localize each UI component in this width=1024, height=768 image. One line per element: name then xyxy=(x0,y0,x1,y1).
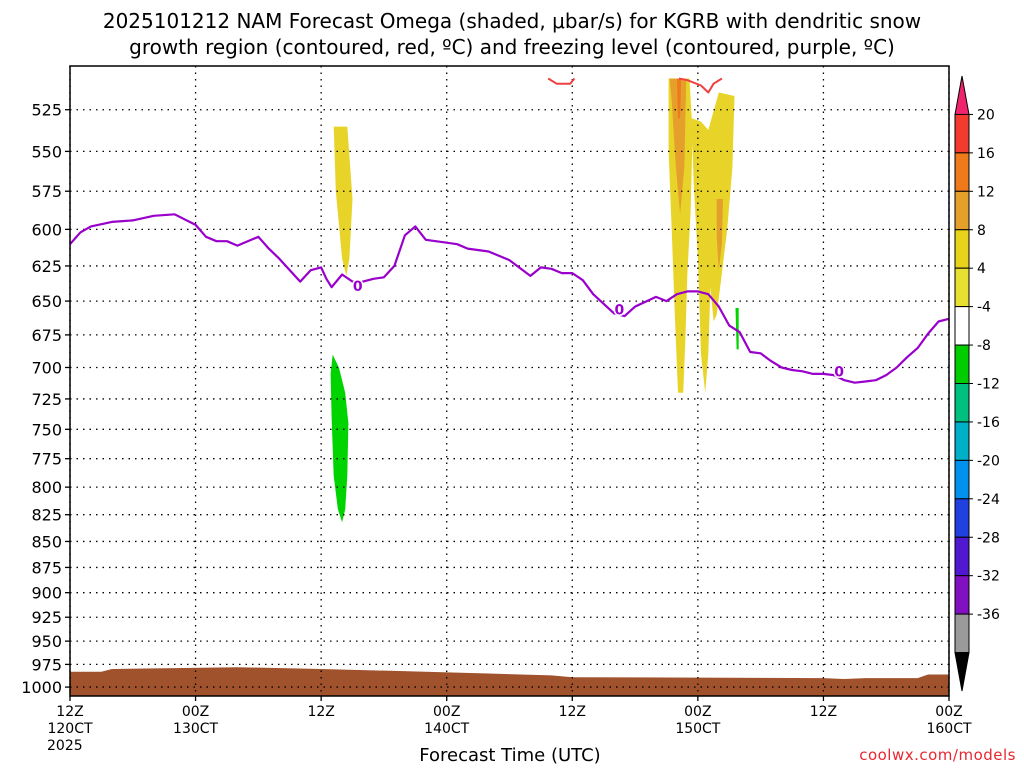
freezing-level-label: 0 xyxy=(834,364,844,380)
colorbar-label: -8 xyxy=(977,338,991,354)
omega-region-0 xyxy=(333,126,353,276)
y-tick-label: 700 xyxy=(31,358,62,377)
y-tick-label: 600 xyxy=(31,220,62,239)
y-tick-label: 625 xyxy=(31,257,62,276)
contour-lines: 0 0 0 xyxy=(70,77,949,384)
freezing-level-label: 0 xyxy=(353,279,363,295)
x-tick-label: 130CT xyxy=(173,721,218,737)
chart-title: 2025101212 NAM Forecast Omega (shaded, μ… xyxy=(0,8,1024,60)
colorbar-label: 8 xyxy=(977,223,986,239)
colorbar-swatch xyxy=(954,229,970,269)
colorbar-swatch xyxy=(954,459,970,500)
x-tick-label: 00Z xyxy=(182,704,209,720)
colorbar-swatch xyxy=(954,536,970,577)
colorbar-label: -4 xyxy=(977,300,991,316)
colorbar-label: -36 xyxy=(977,607,1000,623)
x-tick-label: 00Z xyxy=(684,704,711,720)
y-tick-label: 750 xyxy=(31,420,62,439)
x-tick-label: 150CT xyxy=(675,721,720,737)
title-line-1: 2025101212 NAM Forecast Omega (shaded, μ… xyxy=(102,9,922,33)
omega-region-4 xyxy=(716,199,723,271)
x-tick-label: 12Z xyxy=(56,704,83,720)
colorbar-label: -20 xyxy=(977,453,1000,469)
colorbar-label: -16 xyxy=(977,415,1000,431)
y-tick-label: 950 xyxy=(31,632,62,651)
y-tick-label: 1000 xyxy=(21,678,62,697)
y-tick-label: 725 xyxy=(31,390,62,409)
credit-text: coolwx.com/models xyxy=(859,746,1016,764)
y-tick-label: 875 xyxy=(31,558,62,577)
y-tick-label: 900 xyxy=(31,584,62,603)
dgz-contour-line xyxy=(678,77,723,94)
y-tick-label: 525 xyxy=(31,101,62,120)
x-tick-label: 160CT xyxy=(926,721,971,737)
colorbar-swatch xyxy=(954,190,970,231)
x-tick-label: 12Z xyxy=(559,704,586,720)
colorbar-swatch xyxy=(954,575,970,615)
omega-region-2 xyxy=(691,92,735,393)
grid-lines xyxy=(69,66,950,696)
y-axis: 525 550 575 600 625 650 675 700 725 750 775 800 825 8… xyxy=(21,101,70,697)
colorbar-label: -24 xyxy=(977,492,1000,508)
x-tick-label: 00Z xyxy=(935,704,962,720)
y-tick-label: 675 xyxy=(31,326,62,345)
freezing-level-label: 0 xyxy=(615,302,625,318)
colorbar-label: 12 xyxy=(977,184,995,200)
y-tick-label: 975 xyxy=(31,655,62,674)
colorbar-swatch xyxy=(954,113,970,154)
colorbar-label: -32 xyxy=(977,569,1000,585)
x-tick-label: 2025 xyxy=(47,738,83,754)
omega-region-5 xyxy=(676,78,682,119)
y-tick-label: 825 xyxy=(31,506,62,525)
title-line-2: growth region (contoured, red, ºC) and f… xyxy=(129,35,895,59)
colorbar-swatch xyxy=(954,306,970,346)
colorbar-swatch xyxy=(954,613,970,654)
colorbar-swatch xyxy=(954,267,970,308)
colorbar-label: 4 xyxy=(977,261,986,277)
y-tick-label: 800 xyxy=(31,478,62,497)
omega-region-3 xyxy=(669,78,687,215)
y-tick-label: 550 xyxy=(31,142,62,161)
x-tick-label: 00Z xyxy=(433,704,460,720)
omega-region-1 xyxy=(668,78,693,393)
x-tick-label: 140CT xyxy=(424,721,469,737)
colorbar-swatch xyxy=(954,498,970,538)
x-tick-label: 12Z xyxy=(810,704,837,720)
x-tick-label: 12Z xyxy=(307,704,334,720)
dgz-contour-line xyxy=(547,77,576,85)
colorbar-label: 16 xyxy=(977,146,995,162)
colorbar: 20 16 12 8 4 -4 -8 -12 -16 -20 -24 -28 -32 -36 xyxy=(954,75,1000,692)
shaded-regions xyxy=(70,78,949,696)
y-tick-label: 775 xyxy=(31,450,62,469)
terrain-region xyxy=(70,667,949,696)
colorbar-label: -12 xyxy=(977,377,1000,393)
omega-region-6 xyxy=(330,354,349,523)
y-tick-label: 925 xyxy=(31,608,62,627)
colorbar-label: -28 xyxy=(977,530,1000,546)
colorbar-swatch xyxy=(954,152,970,192)
colorbar-swatch xyxy=(954,421,970,461)
y-tick-label: 575 xyxy=(31,182,62,201)
colorbar-top-triangle xyxy=(954,75,970,115)
x-tick-label: 120CT xyxy=(47,721,92,737)
y-tick-label: 650 xyxy=(31,292,62,311)
colorbar-swatch xyxy=(954,383,970,423)
omega-region-7 xyxy=(735,308,739,350)
x-axis-title: Forecast Time (UTC) xyxy=(419,745,601,766)
colorbar-label: 20 xyxy=(977,107,995,123)
y-tick-label: 850 xyxy=(31,532,62,551)
freezing-level-line xyxy=(70,213,949,384)
colorbar-bottom-triangle xyxy=(954,652,970,692)
plot-frame xyxy=(69,65,950,697)
colorbar-swatch xyxy=(954,344,970,384)
